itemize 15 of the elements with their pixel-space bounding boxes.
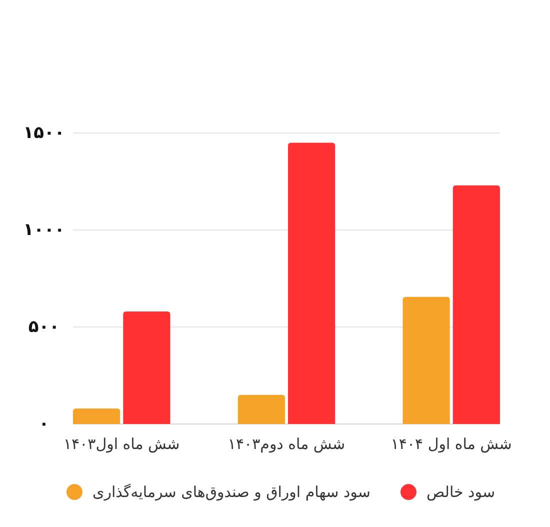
legend-label: سود سهام اوراق و صندوق‌های سرمایه‌گذاری <box>92 483 370 501</box>
x-tick-label: شش ماه دوم۱۴۰۳ <box>228 435 346 453</box>
y-tick-label: ۵۰۰ <box>28 317 60 337</box>
legend-label: سود خالص <box>426 483 496 501</box>
bar <box>238 394 285 424</box>
y-tick-label: ۱۰۰۰ <box>23 220 65 240</box>
bar <box>288 142 336 424</box>
bar <box>452 185 500 424</box>
y-tick-label: ۰ <box>38 414 50 434</box>
x-tick-label: شش ماه اول ۱۴۰۴ <box>390 435 512 453</box>
bar <box>123 311 170 424</box>
y-tick-label: ۱۵۰۰ <box>23 123 65 143</box>
bar <box>73 408 120 424</box>
x-tick-label: شش ماه اول۱۴۰۳ <box>64 435 180 453</box>
bar <box>402 296 450 424</box>
